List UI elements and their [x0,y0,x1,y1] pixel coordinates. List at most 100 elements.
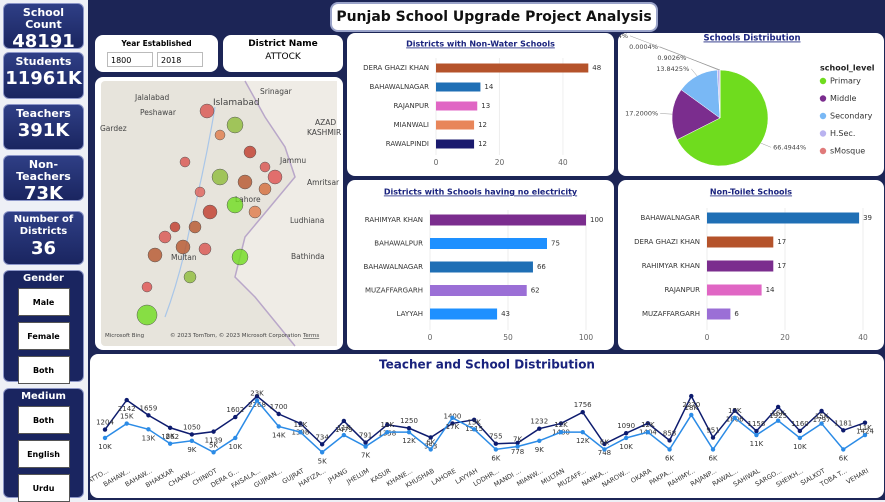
legend-label: sMosque [830,147,865,156]
category-label: BAHAWALNAGAR [364,263,424,271]
series-point [754,429,758,433]
year-filter: Year Established 1800 2018 [95,35,218,72]
series-point [233,436,237,440]
series-point [342,433,346,437]
category-label: BAHAWALNAGAR [370,83,430,91]
slicer-option[interactable]: Both [18,406,70,434]
bar [707,213,859,224]
map-label: Srinagar [260,87,293,96]
value-label: 1659 [140,404,158,412]
map-marker [184,271,196,283]
series-point [776,405,780,409]
value-label: 23K [250,390,264,398]
series-point [407,430,411,434]
bar [436,83,480,92]
x-tick-label: 100 [579,333,594,342]
kpi-value: 48191 [4,31,83,53]
value-label: 858 [663,429,676,437]
bar [430,309,497,320]
legend-label: H.Sec. [830,129,855,138]
kpi-label: Students [4,53,83,68]
series-point [494,447,498,451]
series-point [689,394,693,398]
category-label: MIANWALI [394,121,429,129]
map-marker [238,175,252,189]
filter-title: Year Established [95,39,218,48]
value-label: 1250 [400,417,418,425]
series-point [125,398,129,402]
map-label: Jammu [279,156,306,165]
bar [430,215,586,226]
map-label: Islamabad [213,98,260,108]
value-label: 1204 [96,419,114,427]
series-point [298,430,302,434]
map-marker [232,249,248,265]
series-point [255,398,259,402]
value-label: 1160 [791,420,809,428]
value-label: 6K [426,438,435,446]
series-point [277,424,281,428]
year-to[interactable]: 2018 [157,52,203,67]
value-label: 1158 [748,420,766,428]
map-marker [180,157,190,167]
x-tick-label: JHANG [326,467,349,485]
kpi-value: 73K [4,183,83,205]
series-point [363,444,367,448]
bar [436,64,588,73]
chart-title: Teacher and School Distribution [379,358,595,372]
slicer-option[interactable]: Both [18,356,70,384]
series-point [494,442,498,446]
category-label: RAHIMYAR KHAN [365,216,423,224]
slicer: Medium Both English Urdu [3,388,84,498]
slicer-option[interactable]: Male [18,288,70,316]
legend-title: school_level [820,64,875,73]
series-point [624,436,628,440]
category-label: RAWALPINDI [386,140,429,148]
chart-title: Districts with Non-Water Schools [406,40,555,49]
slicer-title: Medium [4,391,83,402]
map-marker [260,162,270,172]
map-copyright: © 2023 TomTom, © 2023 Microsoft Corporat… [170,332,302,339]
series-point [537,427,541,431]
x-tick-label: 20 [780,333,790,342]
value-label: 11K [750,440,764,448]
series-point [798,429,802,433]
category-label: MUZAFFARGARH [365,287,423,295]
map-label: Ludhiana [290,216,324,225]
series-point [168,441,172,445]
bar [707,285,762,296]
category-label: BAHAWALPUR [374,240,423,248]
value-label: 17K [446,423,460,431]
slicer-option[interactable]: English [18,440,70,468]
year-from[interactable]: 1800 [107,52,153,67]
x-tick-label: 40 [558,158,568,167]
map[interactable]: JalalabadPeshawarIslamabadSrinagarGardez… [95,77,343,350]
value-label: 15K [815,413,829,421]
series-point [429,447,433,451]
map-marker [227,117,243,133]
kpi-label: Non-Teachers [4,156,83,183]
category-label: MUZAFFARGARH [642,310,700,318]
series-point [863,433,867,437]
series-point [667,438,671,442]
slicer-option[interactable]: Female [18,322,70,350]
value-label: 13K [467,418,481,426]
series-point [450,416,454,420]
series-point [798,436,802,440]
x-tick-label: 0 [428,333,433,342]
map-label: Peshawar [140,108,177,117]
value-label: 6 [734,310,739,318]
filter-value[interactable]: ATTOCK [223,52,343,62]
value-label: 755 [489,433,502,441]
slicer-option[interactable]: Urdu [18,474,70,502]
leader-line [660,113,672,114]
series-point [733,416,737,420]
map-marker [259,183,271,195]
value-label: 1050 [183,423,201,431]
value-label: 12 [478,140,487,148]
chart-title: Non-Toilet Schools [710,188,792,197]
legend-swatch [820,130,826,136]
